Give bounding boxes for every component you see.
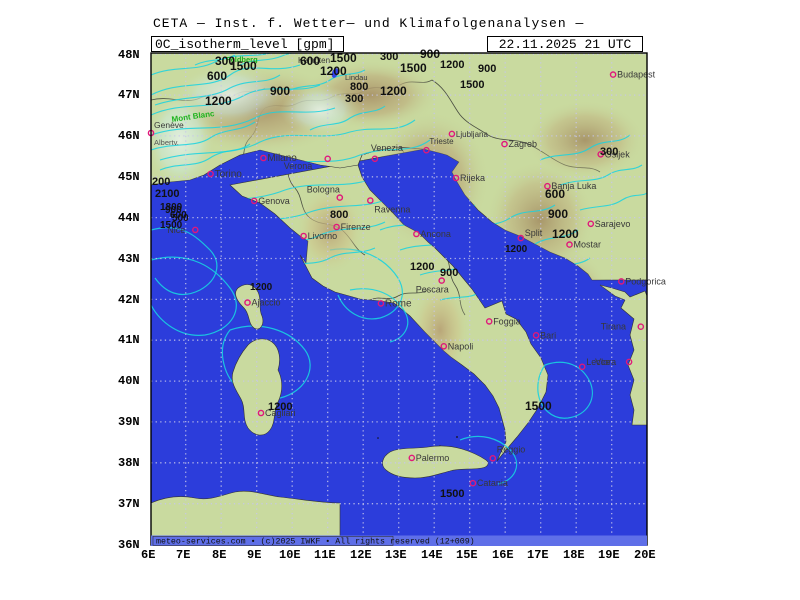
svg-text:900: 900 [478,63,496,75]
svg-text:1200: 1200 [205,94,232,108]
svg-text:Bari: Bari [540,330,556,340]
svg-text:200: 200 [152,176,170,188]
svg-text:300: 300 [600,146,618,158]
svg-text:Trieste: Trieste [429,137,454,146]
svg-text:Tirana: Tirana [601,322,626,332]
svg-text:Rome: Rome [385,298,412,309]
svg-text:1500: 1500 [460,79,484,91]
svg-text:2100: 2100 [155,188,179,200]
svg-text:1500: 1500 [440,488,464,500]
svg-text:Ancona: Ancona [420,229,451,239]
svg-text:1200: 1200 [268,401,292,413]
svg-text:1500: 1500 [160,220,183,231]
svg-text:Pescara: Pescara [416,285,449,295]
svg-text:800: 800 [330,209,348,221]
svg-text:1200: 1200 [440,59,464,71]
svg-text:1200: 1200 [410,261,434,273]
svg-text:Foggia: Foggia [493,316,521,326]
svg-text:Firenze: Firenze [341,222,371,232]
svg-text:Catania: Catania [477,478,508,488]
svg-text:meteo-services.com • (c)2025 I: meteo-services.com • (c)2025 IWKF • All … [156,537,475,547]
svg-text:1200: 1200 [380,84,407,98]
svg-text:Livorno: Livorno [308,231,338,241]
svg-text:1200: 1200 [552,227,579,241]
svg-text:1500: 1500 [400,61,427,75]
svg-text:1500: 1500 [230,59,257,73]
svg-text:Zagreb: Zagreb [509,139,538,149]
svg-text:900: 900 [548,207,568,221]
svg-text:600: 600 [300,54,320,68]
svg-text:Ravenna: Ravenna [374,205,410,215]
svg-text:Genève: Genève [154,120,184,130]
svg-text:Torino: Torino [215,169,243,180]
svg-text:Ljubljana: Ljubljana [456,130,489,139]
svg-text:Rijeka: Rijeka [460,173,485,183]
svg-text:Palermo: Palermo [416,453,450,463]
svg-text:Verona: Verona [284,161,313,171]
svg-text:Mostar: Mostar [574,240,602,250]
svg-text:1200: 1200 [320,64,347,78]
svg-text:Podgorica: Podgorica [625,276,666,286]
svg-text:Bologna: Bologna [307,185,340,195]
svg-text:Vlora: Vlora [595,357,616,367]
svg-text:Albertv.: Albertv. [154,138,179,147]
svg-text:600: 600 [207,69,227,83]
svg-text:Budapest: Budapest [617,70,656,80]
svg-text:Ajaccio: Ajaccio [252,298,281,308]
svg-text:600: 600 [545,187,565,201]
svg-text:800: 800 [350,81,368,93]
svg-text:900: 900 [440,267,458,279]
svg-text:900: 900 [420,47,440,61]
svg-text:Sarajevo: Sarajevo [595,219,631,229]
svg-text:900: 900 [270,84,290,98]
svg-text:Genova: Genova [258,196,290,206]
svg-text:1200: 1200 [505,244,528,255]
svg-text:1500: 1500 [525,399,552,413]
svg-text:Reggio: Reggio [497,444,526,454]
svg-text:Split: Split [525,228,543,238]
svg-text:1200: 1200 [250,282,273,293]
svg-text:300: 300 [345,93,363,105]
svg-text:Napoli: Napoli [448,341,474,351]
svg-text:Venezia: Venezia [371,143,403,153]
